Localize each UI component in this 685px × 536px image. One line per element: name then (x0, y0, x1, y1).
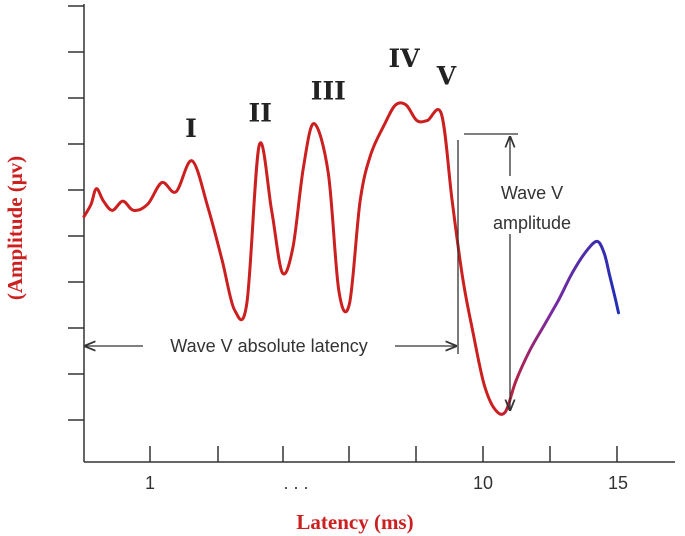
amplitude-label-bg (478, 176, 586, 234)
x-tick-label: . . . (283, 473, 308, 493)
peak-label-ii: II (249, 98, 272, 127)
y-tick-marks (68, 5, 84, 421)
waveform-line (82, 101, 620, 416)
latency-label: Wave V absolute latency (170, 336, 367, 356)
amplitude-label-line1: Wave V (501, 183, 563, 203)
peak-label-iii: III (311, 77, 346, 106)
x-axis-title: Latency (ms) (296, 510, 413, 534)
y-axis-title: (Amplitude (μv) (3, 156, 27, 300)
amplitude-label-line2: amplitude (493, 213, 571, 233)
x-tick-marks (149, 446, 618, 462)
x-tick-label: 1 (145, 473, 155, 493)
x-tick-label: 15 (608, 473, 628, 493)
peak-label-v: V (436, 61, 457, 90)
x-tick-labels: 1 . . . 10 15 (145, 473, 628, 493)
latency-label-bg (143, 334, 395, 358)
peak-label-iv: IV (389, 44, 421, 73)
peak-label-i: I (185, 114, 197, 143)
x-tick-label: 10 (473, 473, 493, 493)
